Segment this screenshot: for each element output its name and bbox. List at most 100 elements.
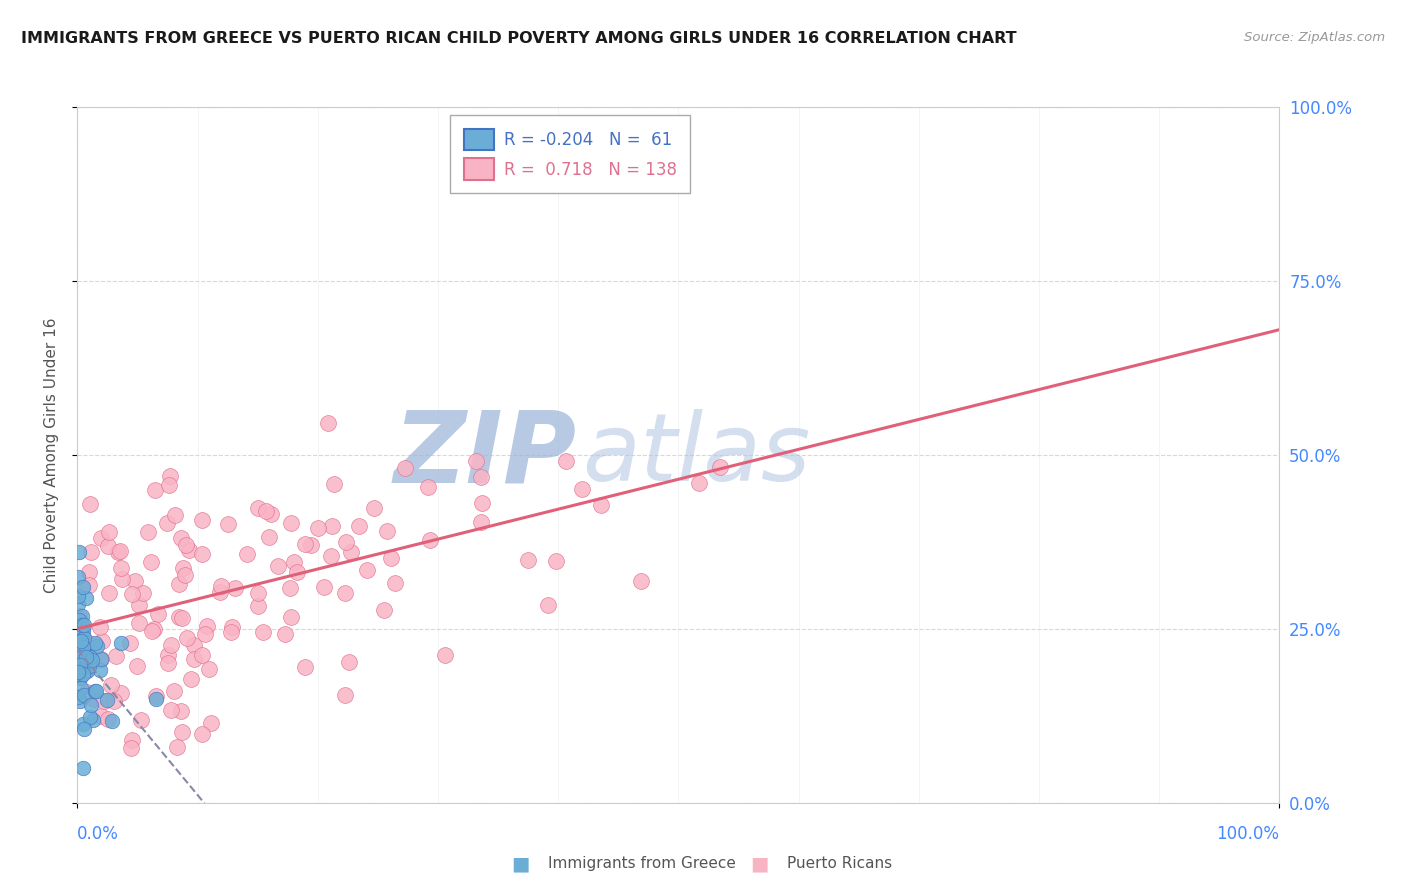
Point xyxy=(101,714,124,728)
Point xyxy=(89,619,111,633)
Point xyxy=(90,652,112,666)
Point xyxy=(104,649,127,664)
Point xyxy=(66,597,89,611)
Point xyxy=(79,497,101,511)
Point xyxy=(156,648,179,662)
Point xyxy=(246,501,269,516)
Point xyxy=(419,533,441,547)
Point xyxy=(67,614,90,628)
Point xyxy=(274,626,297,640)
Point xyxy=(337,655,360,669)
Text: ■: ■ xyxy=(749,854,769,873)
Point xyxy=(67,666,90,681)
Point xyxy=(84,683,107,698)
Point xyxy=(554,454,576,468)
Point xyxy=(83,692,105,706)
Point xyxy=(174,538,197,552)
Point xyxy=(103,694,125,708)
Point xyxy=(79,654,101,668)
Point xyxy=(224,581,246,595)
Point xyxy=(247,599,270,613)
Point xyxy=(67,659,90,673)
Point xyxy=(75,591,97,605)
Point xyxy=(688,476,710,491)
Point xyxy=(107,545,129,559)
Point xyxy=(319,549,342,563)
Point xyxy=(111,572,134,586)
Point xyxy=(69,671,91,685)
Point xyxy=(110,635,132,649)
Point xyxy=(108,543,131,558)
Point xyxy=(307,521,329,535)
Point xyxy=(127,659,149,673)
Point xyxy=(66,690,89,705)
Point xyxy=(69,657,91,672)
Point xyxy=(299,538,322,552)
Point xyxy=(375,524,398,538)
Point xyxy=(69,635,91,649)
Point xyxy=(589,498,612,512)
Point xyxy=(73,659,96,673)
Point xyxy=(174,568,197,582)
Point xyxy=(316,416,339,430)
Point xyxy=(90,531,112,545)
Point xyxy=(191,648,214,662)
Point xyxy=(280,609,302,624)
Point xyxy=(257,530,280,544)
Point xyxy=(82,713,104,727)
Text: Puerto Ricans: Puerto Ricans xyxy=(787,856,893,871)
Point xyxy=(139,555,162,569)
Text: ZIP: ZIP xyxy=(394,407,576,503)
Point xyxy=(209,579,232,593)
Point xyxy=(90,709,112,723)
Point xyxy=(335,688,357,702)
Point xyxy=(72,761,94,775)
Point xyxy=(129,713,152,727)
Point xyxy=(183,638,205,652)
Point xyxy=(322,476,344,491)
Point xyxy=(132,586,155,600)
Point xyxy=(121,587,143,601)
Point xyxy=(197,619,219,633)
Point xyxy=(170,611,193,625)
Point xyxy=(80,698,103,712)
Point xyxy=(97,539,120,553)
Point xyxy=(128,615,150,630)
Point xyxy=(544,554,567,568)
Point xyxy=(89,663,111,677)
Point xyxy=(76,685,98,699)
Point xyxy=(70,627,93,641)
Point xyxy=(72,624,94,638)
Point xyxy=(86,640,108,654)
Point xyxy=(121,733,143,747)
Point xyxy=(190,547,212,561)
Point xyxy=(247,585,270,599)
Point xyxy=(145,692,167,706)
Point xyxy=(335,535,357,549)
Text: atlas: atlas xyxy=(582,409,810,500)
Point xyxy=(72,667,94,681)
Point xyxy=(537,598,560,612)
Point xyxy=(471,496,494,510)
Point xyxy=(79,710,101,724)
Point xyxy=(84,684,107,698)
Point xyxy=(157,478,180,492)
Point xyxy=(709,460,731,475)
Point xyxy=(283,555,305,569)
Point xyxy=(110,686,132,700)
Point xyxy=(183,651,205,665)
Point xyxy=(394,460,416,475)
Point xyxy=(433,648,456,662)
Point xyxy=(160,703,183,717)
Point xyxy=(96,692,118,706)
Point xyxy=(90,652,112,666)
Point xyxy=(221,620,243,634)
Text: 100.0%: 100.0% xyxy=(1216,825,1279,843)
Legend: R = -0.204   N =  61, R =  0.718   N = 138: R = -0.204 N = 61, R = 0.718 N = 138 xyxy=(450,115,690,194)
Point xyxy=(380,551,402,566)
Point xyxy=(191,513,214,527)
Point xyxy=(72,717,94,731)
Point xyxy=(465,454,488,468)
Point xyxy=(79,577,101,591)
Point xyxy=(69,693,91,707)
